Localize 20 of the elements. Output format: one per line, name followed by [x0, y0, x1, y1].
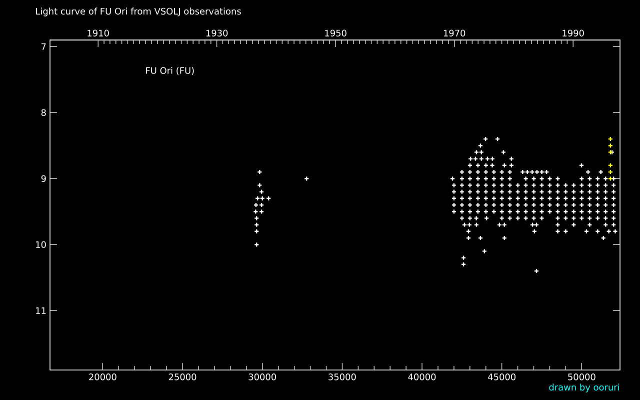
y-tick-label: 11 — [36, 307, 46, 314]
x2-tick-label: 1930 — [206, 30, 228, 36]
chart-title: Light curve of FU Ori from VSOLJ observations — [36, 8, 241, 16]
x-tick-label: 30000 — [248, 374, 276, 380]
x-tick-label: 25000 — [168, 374, 196, 380]
x-tick-label: 45000 — [488, 374, 516, 380]
x2-tick-label: 1990 — [562, 30, 584, 36]
x-tick-label: 50000 — [568, 374, 596, 380]
x-tick-label: 35000 — [328, 374, 356, 380]
x2-tick-label: 1950 — [325, 30, 346, 36]
y-tick-label: 8 — [41, 109, 46, 116]
y-tick-label: 7 — [42, 43, 46, 50]
x2-tick-label: 1910 — [88, 30, 109, 36]
x2-tick-label: 1970 — [444, 30, 466, 36]
x-tick-label: 20000 — [89, 374, 116, 380]
annotation: FU Ori (FU) — [146, 67, 194, 75]
x-tick-label: 40000 — [408, 374, 436, 380]
y-tick-label: 10 — [36, 241, 46, 248]
text: drawn by ooruri — [549, 384, 619, 392]
y-tick-label: 9 — [41, 175, 46, 182]
